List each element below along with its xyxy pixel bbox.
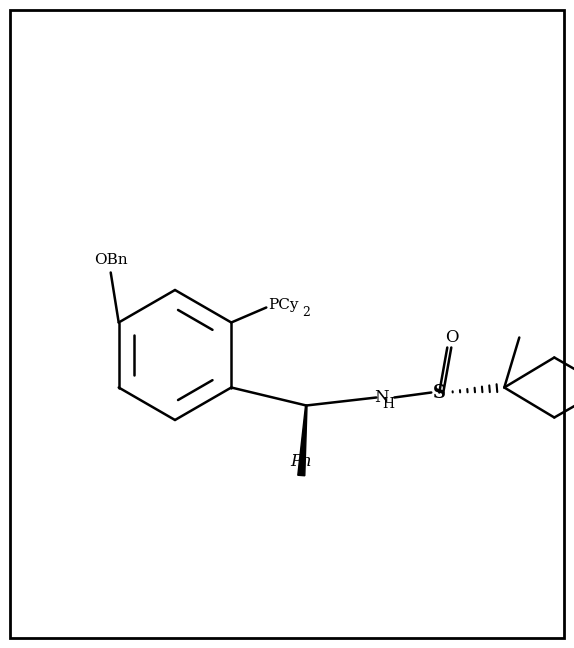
Text: H: H — [382, 397, 394, 411]
Text: O: O — [445, 329, 459, 346]
Text: 2: 2 — [302, 306, 310, 319]
Text: PCy: PCy — [268, 299, 299, 312]
Text: Ph: Ph — [290, 453, 312, 470]
Text: S: S — [433, 384, 446, 402]
Polygon shape — [298, 406, 307, 476]
Text: N: N — [374, 389, 389, 406]
Text: OBn: OBn — [94, 253, 127, 266]
FancyBboxPatch shape — [10, 10, 564, 638]
